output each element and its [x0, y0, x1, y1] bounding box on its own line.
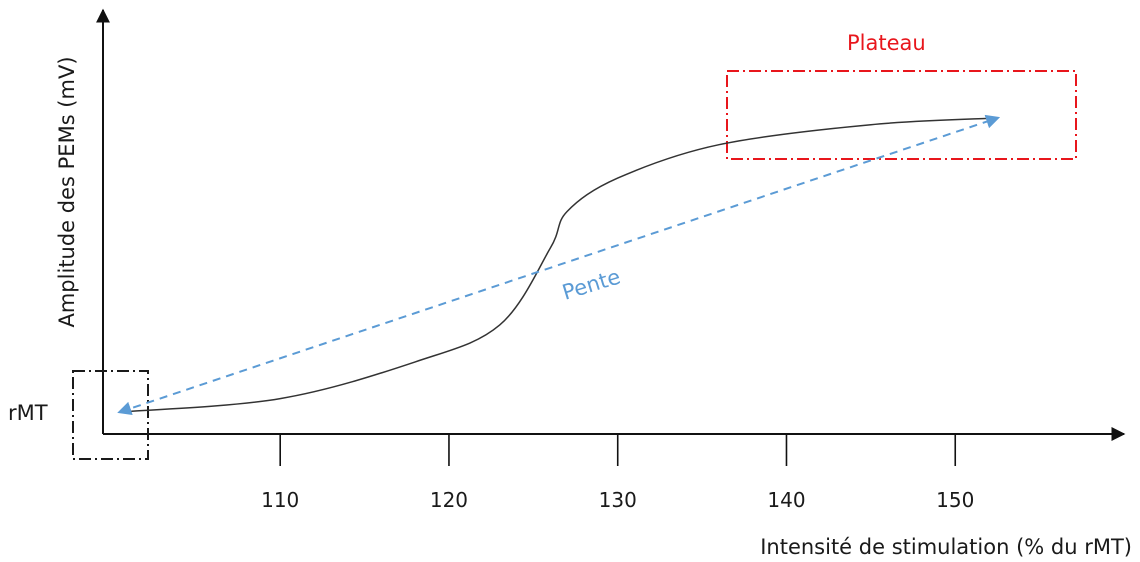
x-tick-label-130: 130 [599, 488, 637, 512]
x-tick-label-140: 140 [767, 488, 805, 512]
slope-arrow [117, 114, 1001, 416]
y-axis-title: Amplitude des PEMs (mV) [55, 56, 79, 327]
x-tick-label-120: 120 [430, 488, 468, 512]
plateau-box [726, 70, 1077, 160]
plateau-label: Plateau [847, 31, 926, 55]
slope-label: Pente [559, 264, 623, 304]
x-axis-title: Intensité de stimulation (% du rMT) [760, 535, 1132, 559]
rmt-box [72, 370, 149, 460]
x-axis-tick-labels: 110 120 130 140 150 [261, 488, 974, 512]
x-tick-label-150: 150 [936, 488, 974, 512]
y-tick-label-rmt: rMT [8, 401, 48, 425]
x-axis-ticks [279, 434, 957, 466]
x-tick-label-110: 110 [261, 488, 299, 512]
